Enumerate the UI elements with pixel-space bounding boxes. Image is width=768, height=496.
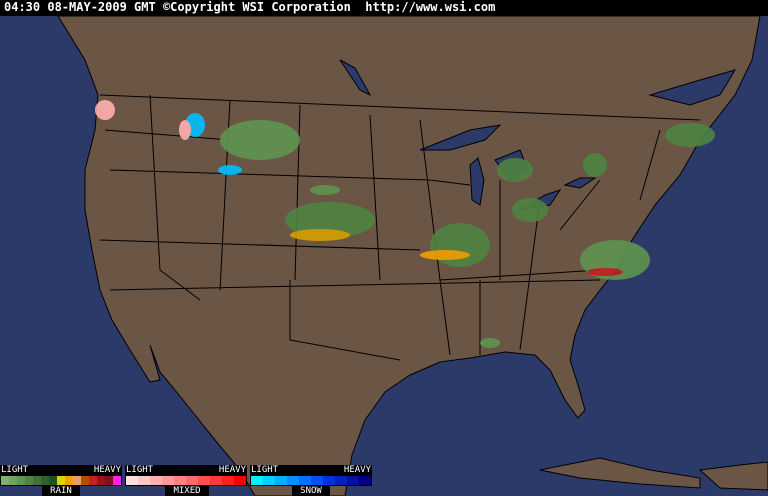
color-swatch <box>299 476 311 485</box>
color-swatch <box>126 476 138 485</box>
legend-rain: LIGHT HEAVY RAIN <box>0 465 122 496</box>
legend-mixed: LIGHT HEAVY MIXED <box>125 465 247 496</box>
color-swatch <box>222 476 234 485</box>
color-swatch <box>81 476 89 485</box>
color-swatch <box>335 476 347 485</box>
color-swatch <box>41 476 49 485</box>
color-swatch <box>287 476 299 485</box>
color-swatch <box>186 476 198 485</box>
radar-map <box>0 16 768 496</box>
color-swatch <box>17 476 25 485</box>
color-swatch <box>73 476 81 485</box>
color-scale <box>125 475 247 486</box>
timestamp: 04:30 08-MAY-2009 GMT <box>4 0 156 14</box>
color-swatch <box>105 476 113 485</box>
color-swatch <box>57 476 65 485</box>
color-scale <box>0 475 122 486</box>
color-swatch <box>150 476 162 485</box>
color-swatch <box>49 476 57 485</box>
color-swatch <box>234 476 246 485</box>
color-swatch <box>113 476 121 485</box>
legend-heavy-label: HEAVY <box>343 465 371 475</box>
legend-title: SNOW <box>292 486 330 496</box>
legend-title: RAIN <box>42 486 80 496</box>
legend-light-label: LIGHT <box>126 465 154 475</box>
copyright: ©Copyright WSI Corporation <box>162 0 351 14</box>
color-swatch <box>251 476 263 485</box>
radar-echoes <box>95 100 715 348</box>
legend-heavy-label: HEAVY <box>93 465 121 475</box>
color-swatch <box>275 476 287 485</box>
color-swatch <box>89 476 97 485</box>
color-swatch <box>25 476 33 485</box>
color-swatch <box>323 476 335 485</box>
legend-light-label: LIGHT <box>1 465 29 475</box>
legend-light-label: LIGHT <box>251 465 279 475</box>
color-swatch <box>311 476 323 485</box>
color-swatch <box>198 476 210 485</box>
legend-heavy-label: HEAVY <box>218 465 246 475</box>
color-swatch <box>174 476 186 485</box>
state-borders <box>99 94 701 361</box>
legend-snow: LIGHT HEAVY SNOW <box>250 465 372 496</box>
color-swatch <box>263 476 275 485</box>
color-swatch <box>162 476 174 485</box>
color-swatch <box>65 476 73 485</box>
color-swatch <box>33 476 41 485</box>
color-scale <box>250 475 372 486</box>
color-swatch <box>359 476 371 485</box>
color-swatch <box>138 476 150 485</box>
color-swatch <box>9 476 17 485</box>
url-link[interactable]: http://www.wsi.com <box>365 0 496 14</box>
color-swatch <box>210 476 222 485</box>
color-swatch <box>1 476 9 485</box>
map-header: 04:30 08-MAY-2009 GMT ©Copyright WSI Cor… <box>0 0 768 16</box>
color-swatch <box>347 476 359 485</box>
color-swatch <box>97 476 105 485</box>
legend-title: MIXED <box>165 486 209 496</box>
